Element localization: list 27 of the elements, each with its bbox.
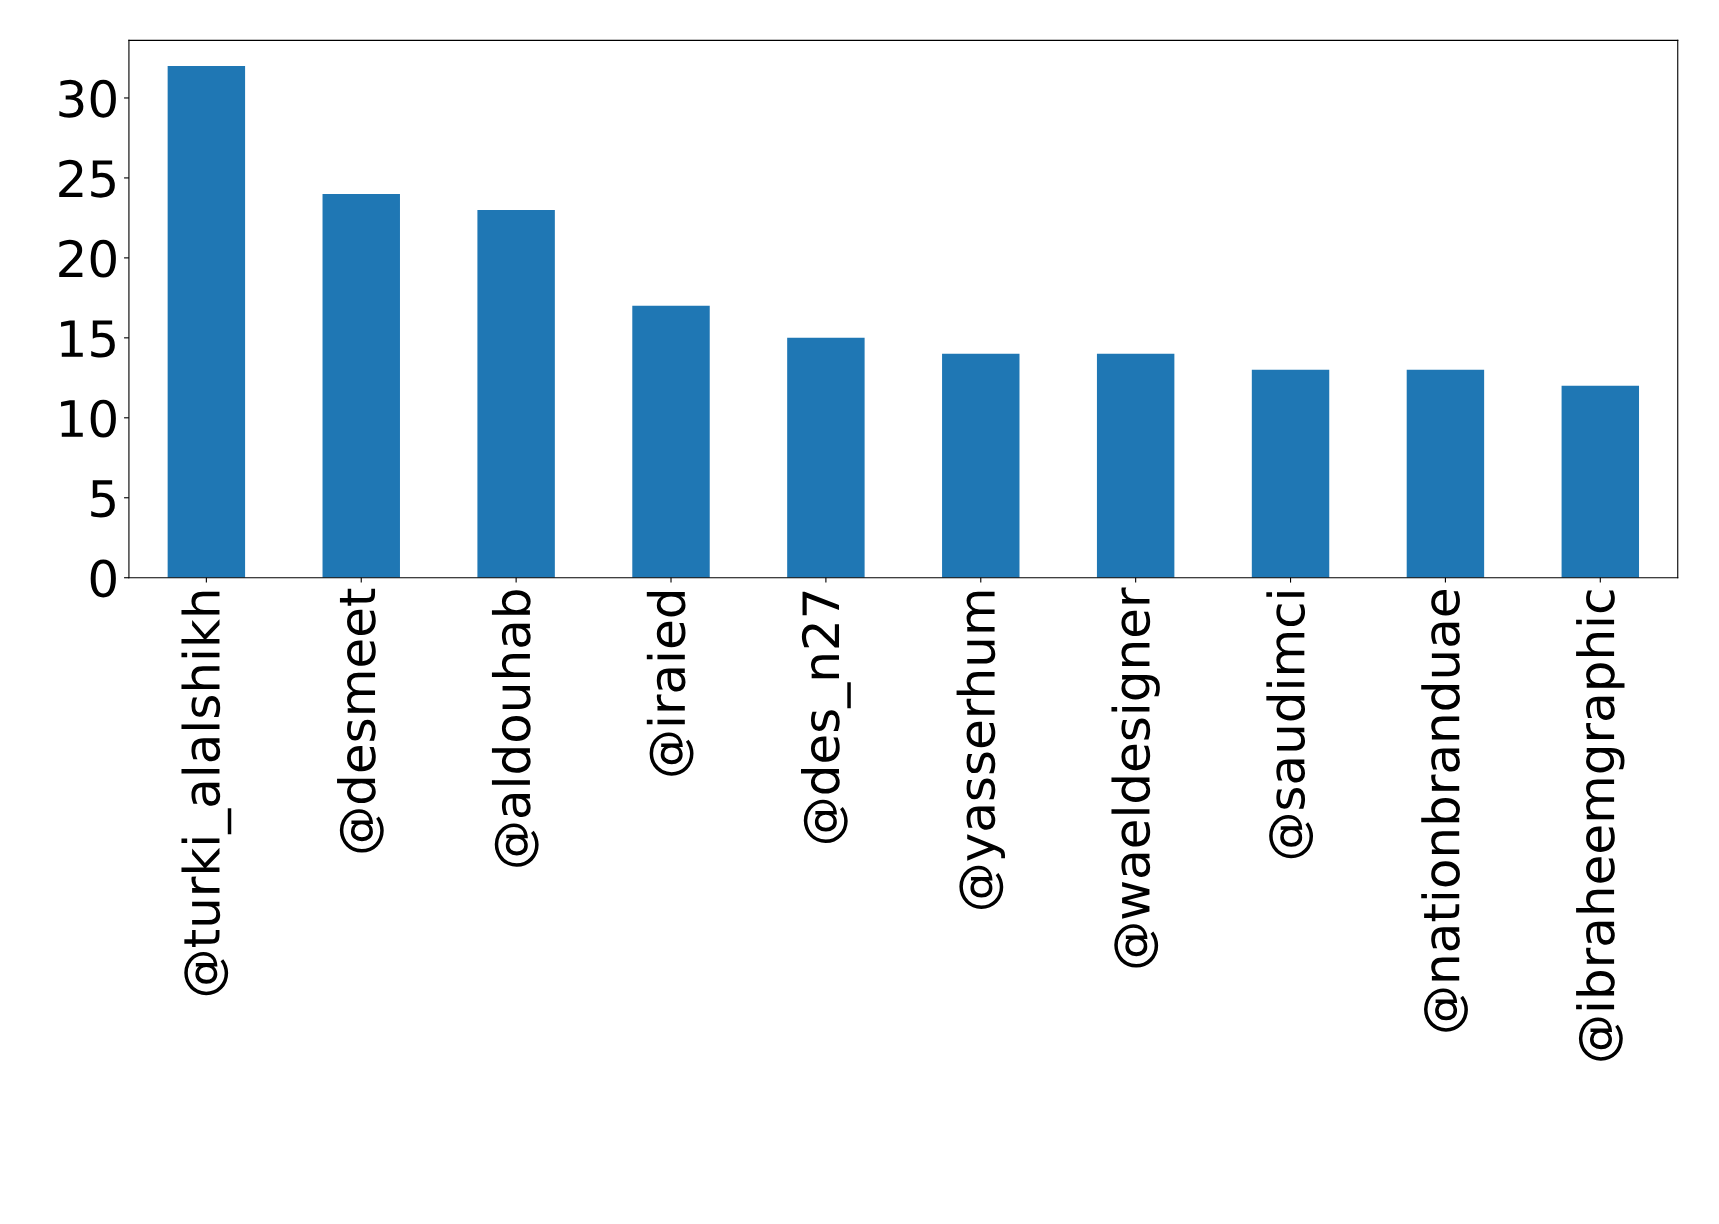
y-tick-label: 25 (59, 159, 115, 198)
x-tick-label: @des_n27 (801, 591, 851, 844)
y-tick-label: 15 (61, 320, 115, 358)
bar (167, 65, 246, 578)
x-tick-label: @nationbranduae (1421, 590, 1468, 1032)
x-tick-label: @turki_alalshikh (181, 591, 232, 996)
x-tick-label: @saudimci (1266, 592, 1314, 859)
bar (942, 353, 1020, 578)
bar (322, 193, 400, 578)
y-tick-label: 10 (61, 399, 116, 438)
bar (787, 337, 865, 578)
x-tick-label: @iraied (646, 592, 694, 776)
x-tick-label: @waeldesigner (1111, 587, 1160, 968)
y-tick-label: 20 (59, 239, 116, 278)
bar (1096, 353, 1175, 578)
x-tick-label: @ibraheemgraphic (1576, 590, 1625, 1061)
x-tick-label: @yasserhum (956, 591, 1005, 909)
y-tick-label: 0 (90, 559, 116, 598)
bar (632, 305, 710, 578)
bar (1251, 369, 1330, 578)
x-tick-label: @aldouhab (491, 590, 539, 867)
x-tick-label: @desmeet (337, 588, 384, 853)
y-tick-label: 30 (59, 79, 116, 118)
y-tick-label: 5 (91, 480, 115, 518)
bar (477, 209, 555, 578)
bar (1406, 369, 1485, 578)
bar (1561, 385, 1640, 578)
